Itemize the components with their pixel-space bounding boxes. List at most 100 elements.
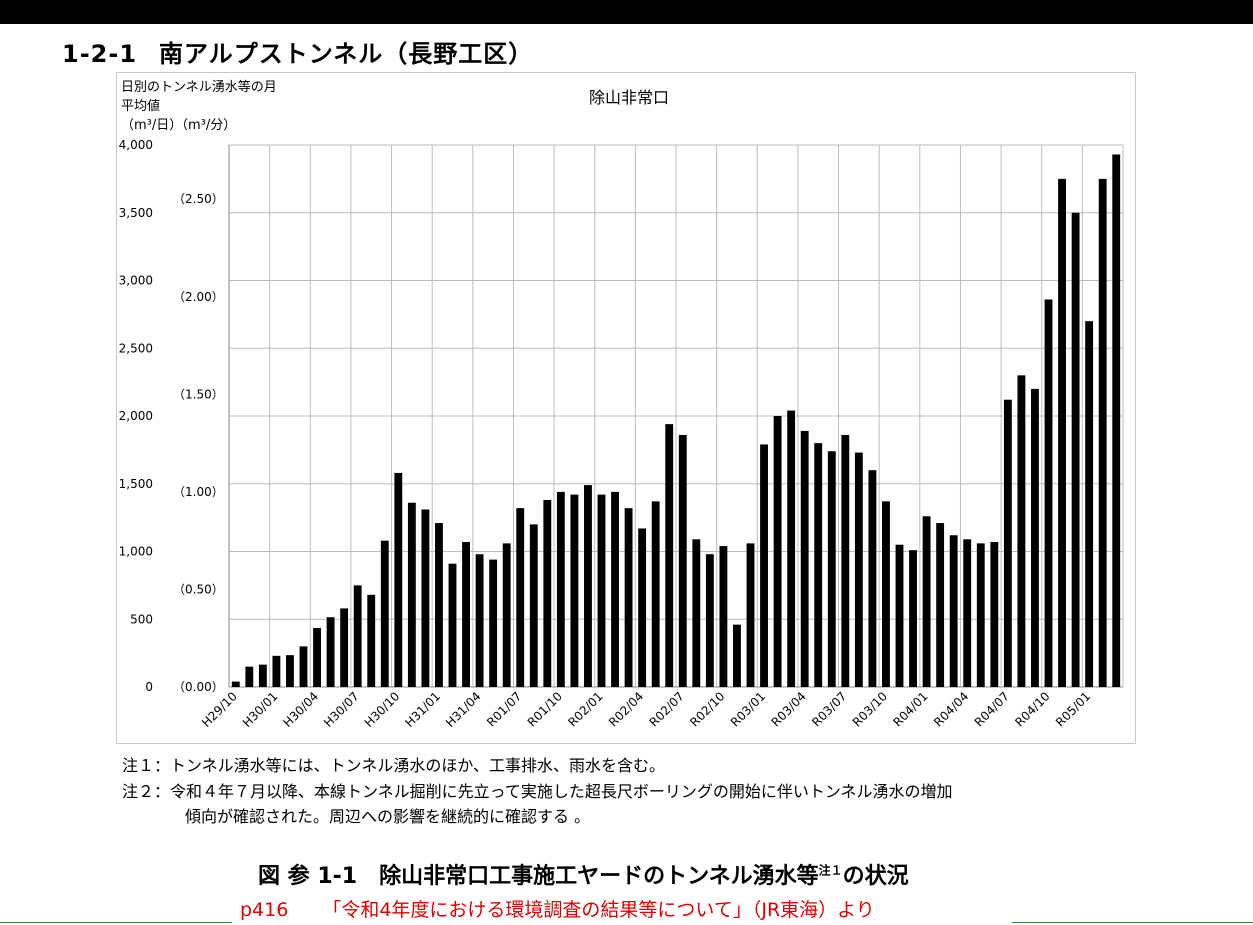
bar: [814, 443, 823, 687]
x-tick-label: R03/07: [809, 689, 849, 729]
bar: [570, 494, 579, 687]
y-tick-label-secondary: （0.00）: [173, 680, 224, 694]
bar: [1098, 178, 1107, 687]
y-tick-label: 1,500: [119, 477, 153, 491]
bar: [882, 501, 890, 687]
y-tick-label-secondary: （2.00）: [173, 290, 224, 304]
y-tick-label: 4,000: [119, 138, 153, 152]
x-tick-label: R02/01: [565, 689, 605, 729]
bar: [800, 430, 809, 687]
bar: [326, 617, 335, 687]
x-tick-label: R03/04: [769, 689, 809, 729]
bar: [313, 628, 321, 687]
section-heading: 1-2-1 南アルプストンネル（長野工区）: [62, 34, 533, 69]
source-citation: 「令和4年度における環境調査の結果等について」（JR東海）より: [322, 899, 875, 921]
x-tick-label: R01/10: [525, 689, 565, 729]
bar: [719, 546, 728, 687]
y-tick-label: 2,500: [119, 341, 153, 355]
bar: [895, 544, 904, 687]
x-tick-label: R01/07: [484, 689, 524, 729]
figure-caption: 図 参 1-1 除山非常口工事施工ヤードのトンネル湧水等注１の状況: [258, 858, 909, 890]
bar: [462, 542, 470, 687]
bar: [936, 523, 945, 687]
bar: [1071, 212, 1080, 687]
bar: [258, 664, 267, 687]
y-tick-label-secondary: （1.00）: [173, 485, 224, 499]
bar: [1044, 299, 1053, 687]
bar: [394, 472, 403, 687]
x-tick-label: R04/04: [931, 689, 971, 729]
x-tick-label: R04/01: [890, 689, 930, 729]
y-axis-label-line: （m³/日）: [121, 118, 182, 133]
y-axis-label-line: 平均値: [121, 98, 160, 114]
bar: [868, 470, 877, 687]
bar: [827, 451, 836, 687]
y-tick-label-secondary: （0.50）: [173, 582, 224, 596]
x-tick-label: R03/10: [850, 689, 890, 729]
bar: [489, 559, 498, 687]
source-page: p416: [240, 899, 289, 921]
bar: [760, 444, 768, 687]
y-tick-label: 500: [130, 612, 153, 626]
y-tick-label-secondary: （2.50）: [173, 192, 224, 206]
bar: [543, 500, 552, 687]
chart-frame: 日別のトンネル湧水等の月 平均値 （m³/日） （m³/分） 除山非常口 0 500 1,…: [116, 72, 1136, 744]
x-tick-label: R03/01: [728, 689, 768, 729]
bar: [678, 434, 687, 687]
bar: [1112, 154, 1121, 688]
note-1: 注１：トンネル湧水等には、トンネル湧水のほか、工事排水、雨水を含む。: [122, 756, 666, 775]
caption-suffix: の状況: [842, 864, 909, 889]
bar: [435, 523, 443, 687]
bar: [705, 554, 714, 687]
bar: [976, 543, 985, 687]
section-number: 1-2-1: [62, 40, 138, 68]
x-tick-label: H30/01: [240, 689, 281, 730]
bar: [854, 452, 863, 687]
x-tick-label: H29/10: [199, 689, 240, 730]
section-title: 南アルプストンネル（長野工区）: [159, 40, 534, 68]
bar: [990, 542, 999, 687]
bar: [773, 416, 782, 687]
x-tick-label: H30/07: [321, 689, 362, 730]
bar: [584, 485, 592, 687]
source-rule-left: [0, 922, 232, 923]
bar: [1085, 321, 1094, 687]
x-tick-label: H31/01: [402, 689, 443, 730]
bar: [421, 509, 430, 687]
bar: [340, 608, 349, 687]
bar: [380, 540, 389, 687]
y-tick-label: 3,500: [119, 206, 153, 220]
source-line: p416 「令和4年度における環境調査の結果等について」（JR東海）より: [0, 893, 1253, 923]
bar: [353, 585, 362, 687]
bar: [1031, 388, 1039, 687]
bar: [231, 681, 240, 687]
x-tick-label: H30/10: [362, 689, 403, 730]
bar: [448, 563, 457, 687]
bars: [231, 154, 1121, 688]
y-axis-label-line: 日別のトンネル湧水等の月: [121, 79, 277, 95]
bar: [502, 543, 511, 687]
bar: [963, 539, 972, 687]
y-tick-label: 2,000: [119, 409, 153, 423]
x-tick-label: H31/04: [443, 689, 484, 730]
bar: [1058, 178, 1066, 687]
x-tick-label: R05/01: [1053, 689, 1093, 729]
y-tick-label-secondary: （1.50）: [173, 387, 224, 401]
y-tick-label: 1,000: [119, 545, 153, 559]
bar: [475, 554, 484, 687]
bar: [624, 508, 633, 687]
bar: [407, 502, 416, 687]
x-tick-label: R02/10: [687, 689, 727, 729]
bar: [665, 424, 674, 687]
x-tick-label: R04/10: [1012, 689, 1052, 729]
y-tick-labels: 0 500 1,000 1,500 2,000 2,500 3,000 3,500 4,000 （…: [119, 138, 224, 694]
top-bar: [0, 0, 1253, 24]
bar: [367, 594, 376, 687]
bar: [841, 434, 850, 687]
x-tick-labels: H29/10 H30/01 H30/04 H30/07 H30/10 H31/01 H31/…: [199, 689, 1093, 730]
grid-lines: [228, 144, 1124, 688]
caption-text: 図 参 1-1 除山非常口工事施工ヤードのトンネル湧水等: [258, 864, 819, 889]
y-tick-label: 3,000: [119, 274, 153, 288]
